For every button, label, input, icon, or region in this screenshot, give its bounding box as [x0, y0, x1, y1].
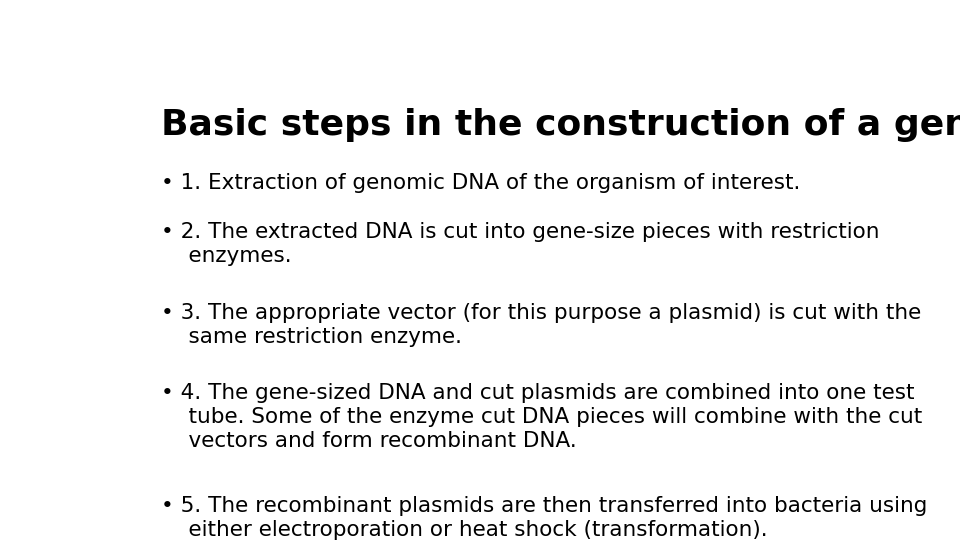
Text: • 5. The recombinant plasmids are then transferred into bacteria using
    eithe: • 5. The recombinant plasmids are then t… [161, 496, 927, 539]
Text: • 1. Extraction of genomic DNA of the organism of interest.: • 1. Extraction of genomic DNA of the or… [161, 173, 801, 193]
Text: • 4. The gene-sized DNA and cut plasmids are combined into one test
    tube. So: • 4. The gene-sized DNA and cut plasmids… [161, 383, 923, 451]
Text: • 2. The extracted DNA is cut into gene-size pieces with restriction
    enzymes: • 2. The extracted DNA is cut into gene-… [161, 222, 879, 266]
Text: • 3. The appropriate vector (for this purpose a plasmid) is cut with the
    sam: • 3. The appropriate vector (for this pu… [161, 302, 922, 347]
Text: Basic steps in the construction of a gene library:: Basic steps in the construction of a gen… [161, 109, 960, 143]
